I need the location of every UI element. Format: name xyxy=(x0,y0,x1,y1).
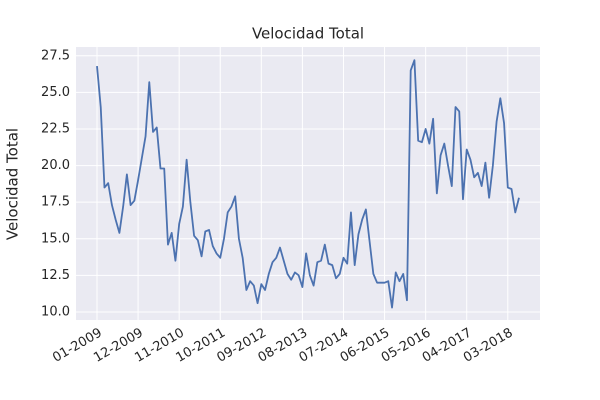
y-tick-label: 25.0 xyxy=(41,85,70,100)
line xyxy=(96,59,520,309)
y-tick-label: 10.0 xyxy=(41,304,70,319)
y-tick-label: 12.5 xyxy=(41,268,70,283)
y-tick-label: 17.5 xyxy=(41,195,70,210)
chart-title: Velocidad Total xyxy=(252,25,364,43)
y-tick-label: 20.0 xyxy=(41,158,70,173)
plot-area xyxy=(76,47,540,320)
y-tick-label: 27.5 xyxy=(41,48,70,63)
y-tick-label: 22.5 xyxy=(41,121,70,136)
y-tick-label: 15.0 xyxy=(41,231,70,246)
y-axis-label: Velocidad Total xyxy=(4,128,22,240)
